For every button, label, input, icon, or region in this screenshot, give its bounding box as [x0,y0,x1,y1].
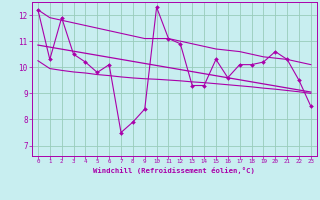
X-axis label: Windchill (Refroidissement éolien,°C): Windchill (Refroidissement éolien,°C) [93,167,255,174]
